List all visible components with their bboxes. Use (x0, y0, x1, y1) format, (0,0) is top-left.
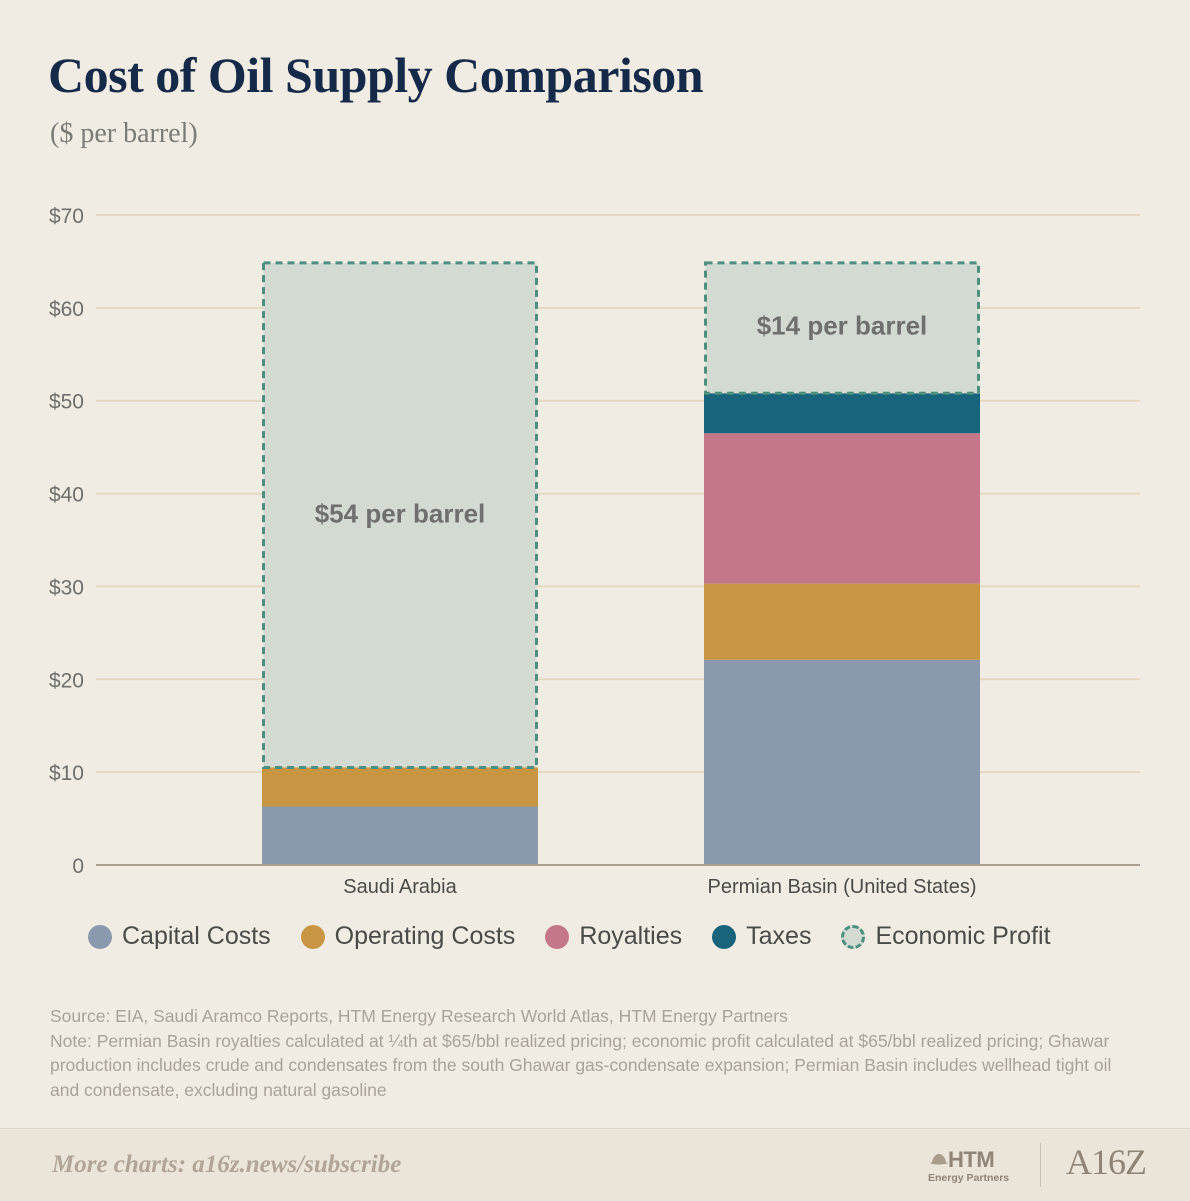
bar-annotation: $14 per barrel (757, 310, 928, 340)
bar-segment-operating-costs (262, 767, 538, 807)
legend-item: Economic Profit (841, 922, 1051, 951)
legend-item: Operating Costs (300, 922, 516, 951)
legend-label: Capital Costs (122, 922, 271, 950)
methodology-note: Note: Permian Basin royalties calculated… (50, 1030, 1112, 1100)
legend-swatch (88, 924, 112, 949)
y-tick-label: $10 (49, 762, 84, 785)
subscribe-link[interactable]: More charts: a16z.news/subscribe (52, 1151, 402, 1178)
stacked-bar-chart: 0 $10 $20 $30 $40 $50 $60 $70 $54 per barrel Saud… (49, 205, 1140, 898)
chart-title: Cost of Oil Supply Comparison (48, 47, 704, 103)
x-category-label: Permian Basin (United States) (707, 876, 976, 898)
legend-label: Royalties (579, 922, 683, 950)
legend-swatch (300, 924, 325, 949)
y-tick-label: $60 (49, 298, 84, 321)
bar-segment-taxes (704, 393, 980, 434)
legend-swatch (545, 924, 570, 949)
legend-label: Operating Costs (334, 922, 516, 950)
cowboy-hat-icon (930, 1154, 948, 1165)
source-note: Source: EIA, Saudi Aramco Reports, HTM E… (50, 1006, 788, 1026)
x-category-label: Saudi Arabia (343, 876, 457, 898)
bar-segment-economic-profit (262, 261, 538, 769)
legend-swatch (841, 924, 866, 949)
legend-item: Capital Costs (88, 922, 271, 951)
y-tick-label: $20 (49, 669, 84, 692)
bar-segment-royalties (704, 433, 980, 584)
legend-label: Economic Profit (875, 922, 1051, 950)
y-tick-label: $70 (49, 205, 84, 228)
htm-logo: HTM Energy Partners (928, 1147, 1018, 1187)
bar-segment-economic-profit (704, 261, 980, 395)
legend-swatch (712, 924, 737, 949)
y-tick-label: $30 (49, 576, 84, 599)
bar-segment-capital-costs (262, 806, 538, 865)
y-tick-label: $40 (49, 484, 84, 507)
y-tick-label: $50 (49, 391, 84, 414)
y-tick-label: 0 (72, 855, 84, 878)
footer-bar: More charts: a16z.news/subscribe HTM Ene… (0, 1128, 1190, 1201)
legend-item: Royalties (545, 922, 682, 951)
legend-label: Taxes (746, 922, 812, 950)
legend-item: Taxes (712, 922, 811, 951)
chart-legend: Capital Costs Operating Costs Royalties Tax… (88, 922, 1051, 951)
chart-subtitle: ($ per barrel) (50, 118, 198, 149)
bar-segment-capital-costs (704, 659, 980, 865)
bar-annotation: $54 per barrel (315, 498, 486, 528)
bar-segment-operating-costs (704, 583, 980, 660)
footnotes: Source: EIA, Saudi Aramco Reports, HTM E… (50, 1004, 1130, 1102)
htm-logo-subtext: Energy Partners (928, 1172, 1010, 1184)
logo-divider (1040, 1143, 1041, 1187)
a16z-logo: A16Z (1066, 1142, 1147, 1182)
htm-logo-text: HTM (948, 1147, 995, 1172)
